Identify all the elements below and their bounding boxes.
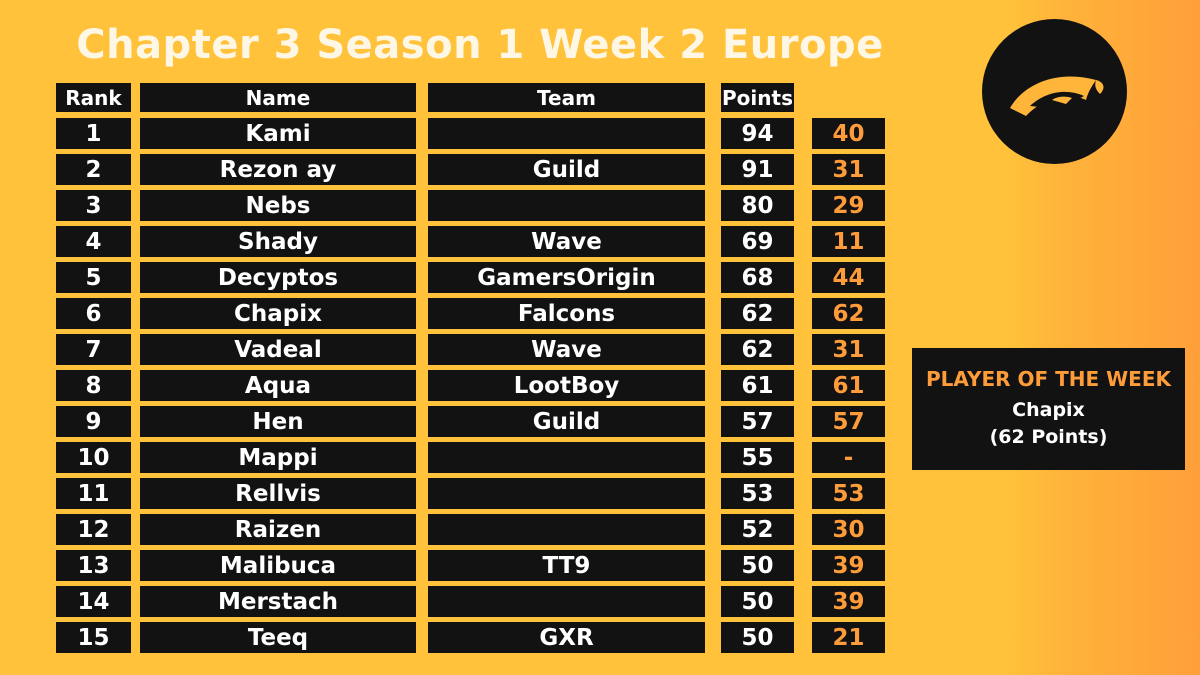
rank-cell: 12	[56, 514, 131, 545]
potw-label: PLAYER OF THE WEEK	[926, 367, 1171, 391]
name-cell: Chapix	[140, 298, 416, 329]
name-cell: Teeq	[140, 622, 416, 653]
name-cell: Aqua	[140, 370, 416, 401]
name-cell: Rezon ay	[140, 154, 416, 185]
name-cell: Merstach	[140, 586, 416, 617]
points-cell: 55	[721, 442, 794, 473]
name-cell: Nebs	[140, 190, 416, 221]
rank-cell: 9	[56, 406, 131, 437]
rank-cell: 3	[56, 190, 131, 221]
delta-cell: 39	[812, 586, 885, 617]
rank-cell: 7	[56, 334, 131, 365]
name-cell: Rellvis	[140, 478, 416, 509]
delta-cell: 57	[812, 406, 885, 437]
name-cell: Decyptos	[140, 262, 416, 293]
delta-cell: 40	[812, 118, 885, 149]
team-cell: GXR	[428, 622, 705, 653]
delta-cell: 31	[812, 154, 885, 185]
team-cell: Wave	[428, 226, 705, 257]
name-cell: Vadeal	[140, 334, 416, 365]
points-cell: 80	[721, 190, 794, 221]
delta-cell: 53	[812, 478, 885, 509]
points-cell: 61	[721, 370, 794, 401]
points-cell: 53	[721, 478, 794, 509]
rank-cell: 15	[56, 622, 131, 653]
name-cell: Hen	[140, 406, 416, 437]
team-cell: GamersOrigin	[428, 262, 705, 293]
rank-cell: 14	[56, 586, 131, 617]
team-cell	[428, 118, 705, 149]
team-cell	[428, 442, 705, 473]
points-cell: 50	[721, 550, 794, 581]
delta-cell: 62	[812, 298, 885, 329]
name-cell: Mappi	[140, 442, 416, 473]
name-cell: Shady	[140, 226, 416, 257]
delta-cell: 29	[812, 190, 885, 221]
rank-cell: 11	[56, 478, 131, 509]
points-cell: 50	[721, 622, 794, 653]
team-cell: Guild	[428, 154, 705, 185]
potw-points: (62 Points)	[989, 426, 1108, 448]
delta-cell: 39	[812, 550, 885, 581]
team-cell: TT9	[428, 550, 705, 581]
page-title: Chapter 3 Season 1 Week 2 Europe	[76, 22, 884, 68]
header-points: Points	[721, 83, 794, 112]
delta-cell: 21	[812, 622, 885, 653]
rank-cell: 1	[56, 118, 131, 149]
rank-cell: 5	[56, 262, 131, 293]
team-cell: Wave	[428, 334, 705, 365]
points-cell: 52	[721, 514, 794, 545]
team-cell	[428, 586, 705, 617]
potw-name: Chapix	[1012, 399, 1085, 421]
header-rank: Rank	[56, 83, 131, 112]
team-cell	[428, 514, 705, 545]
player-of-the-week-panel: PLAYER OF THE WEEK Chapix (62 Points)	[912, 348, 1185, 470]
points-cell: 94	[721, 118, 794, 149]
team-cell	[428, 190, 705, 221]
team-cell: Falcons	[428, 298, 705, 329]
delta-cell: 11	[812, 226, 885, 257]
points-cell: 69	[721, 226, 794, 257]
points-cell: 50	[721, 586, 794, 617]
rank-cell: 10	[56, 442, 131, 473]
rank-cell: 2	[56, 154, 131, 185]
points-cell: 57	[721, 406, 794, 437]
delta-cell: 30	[812, 514, 885, 545]
logo	[982, 19, 1127, 164]
points-cell: 68	[721, 262, 794, 293]
header-name: Name	[140, 83, 416, 112]
rank-cell: 6	[56, 298, 131, 329]
eye-logo-icon	[1009, 75, 1103, 116]
team-cell: Guild	[428, 406, 705, 437]
points-cell: 62	[721, 334, 794, 365]
team-cell: LootBoy	[428, 370, 705, 401]
delta-cell: 44	[812, 262, 885, 293]
delta-cell: 31	[812, 334, 885, 365]
name-cell: Raizen	[140, 514, 416, 545]
rank-cell: 4	[56, 226, 131, 257]
header-team: Team	[428, 83, 705, 112]
name-cell: Malibuca	[140, 550, 416, 581]
rank-cell: 8	[56, 370, 131, 401]
delta-cell: 61	[812, 370, 885, 401]
points-cell: 62	[721, 298, 794, 329]
delta-cell: -	[812, 442, 885, 473]
name-cell: Kami	[140, 118, 416, 149]
points-cell: 91	[721, 154, 794, 185]
team-cell	[428, 478, 705, 509]
rank-cell: 13	[56, 550, 131, 581]
